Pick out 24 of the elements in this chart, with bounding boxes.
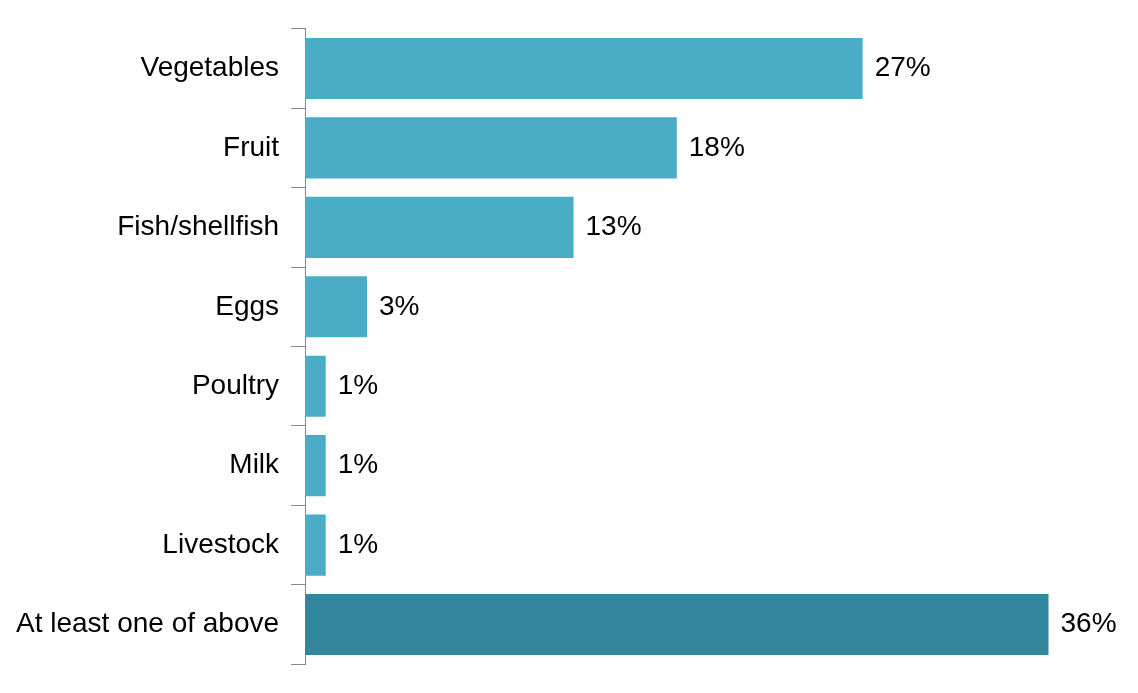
bar: [305, 276, 368, 338]
data-label: 13%: [585, 210, 642, 242]
data-label: 18%: [688, 130, 745, 162]
data-label: 1%: [337, 368, 379, 400]
y-tick-label: At least one of above: [16, 607, 280, 639]
data-label: 1%: [337, 448, 379, 480]
data-label: 3%: [379, 289, 420, 321]
bar: [305, 514, 326, 576]
bar: [305, 37, 863, 100]
data-label: 36%: [1060, 607, 1117, 639]
data-label: 27%: [874, 51, 931, 83]
y-tick-label: Fish/shellfish: [117, 210, 280, 242]
bar: [305, 117, 677, 179]
y-tick-label: Vegetables: [140, 51, 280, 83]
bar: [305, 196, 574, 258]
bar: [305, 355, 326, 417]
y-tick-label: Fruit: [223, 130, 280, 162]
bar: [305, 435, 326, 497]
y-tick-label: Poultry: [191, 368, 280, 400]
y-tick-label: Livestock: [162, 527, 281, 559]
bar: [305, 593, 1049, 656]
y-tick-label: Milk: [229, 448, 281, 480]
data-label: 1%: [337, 527, 379, 559]
y-tick-label: Eggs: [215, 289, 280, 321]
